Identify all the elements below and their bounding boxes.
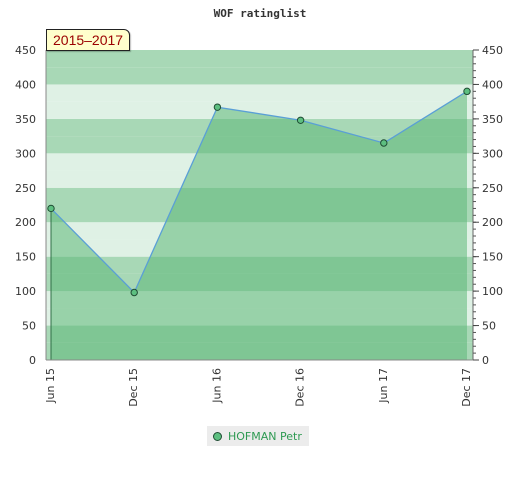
x-tick-label: Dec 17 — [460, 368, 473, 407]
y-tick-label-left: 150 — [15, 251, 36, 264]
y-tick-label-left: 450 — [15, 44, 36, 57]
y-tick-label-right: 200 — [482, 216, 503, 229]
area-layer — [50, 90, 468, 360]
y-tick-label-left: 250 — [15, 182, 36, 195]
y-tick-label-right: 450 — [482, 44, 503, 57]
band — [46, 84, 473, 102]
chart-title: WOF ratinglist — [214, 7, 307, 20]
x-tick-label: Jun 17 — [377, 368, 390, 404]
data-point — [47, 204, 55, 213]
y-tick-label-right: 150 — [482, 251, 503, 264]
y-tick-label-right: 300 — [482, 147, 503, 160]
legend[interactable]: HOFMAN Petr — [207, 426, 309, 446]
y-tick-label-left: 350 — [15, 113, 36, 126]
data-point — [213, 103, 222, 111]
x-tick-label: Jun 16 — [210, 368, 223, 404]
x-tick-label: Dec 16 — [294, 368, 307, 407]
y-tick-label-left: 300 — [15, 147, 36, 160]
y-tick-label-left: 50 — [22, 320, 36, 333]
data-point — [130, 288, 138, 297]
period-badge: 2015–2017 — [46, 29, 131, 51]
y-tick-label-left: 400 — [15, 78, 36, 91]
band — [46, 67, 473, 85]
data-point — [296, 116, 305, 124]
series-line — [50, 90, 468, 294]
data-point — [463, 87, 471, 96]
y-tick-label-right: 50 — [482, 320, 496, 333]
y-tick-label-right: 250 — [482, 182, 503, 195]
data-marks — [47, 87, 471, 297]
y-tick-label-right: 0 — [482, 354, 489, 367]
y-tick-label-left: 0 — [29, 354, 36, 367]
y-tick-label-right: 100 — [482, 285, 503, 298]
series-area — [51, 91, 467, 360]
y-tick-label-left: 200 — [15, 216, 36, 229]
x-tick-label: Jun 15 — [44, 368, 57, 404]
band — [46, 101, 473, 119]
y-tick-label-left: 100 — [15, 285, 36, 298]
legend-marker-icon — [213, 431, 222, 441]
data-point — [380, 139, 388, 147]
axes: 0 0 50 50 100 100 150 150 200 200 250 250 300 300 350 3… — [15, 44, 503, 407]
band — [46, 50, 473, 68]
x-tick-label: Dec 15 — [127, 368, 140, 407]
y-tick-label-right: 400 — [482, 78, 503, 91]
y-tick-label-right: 350 — [482, 113, 503, 126]
legend-label: HOFMAN Petr — [228, 429, 302, 443]
